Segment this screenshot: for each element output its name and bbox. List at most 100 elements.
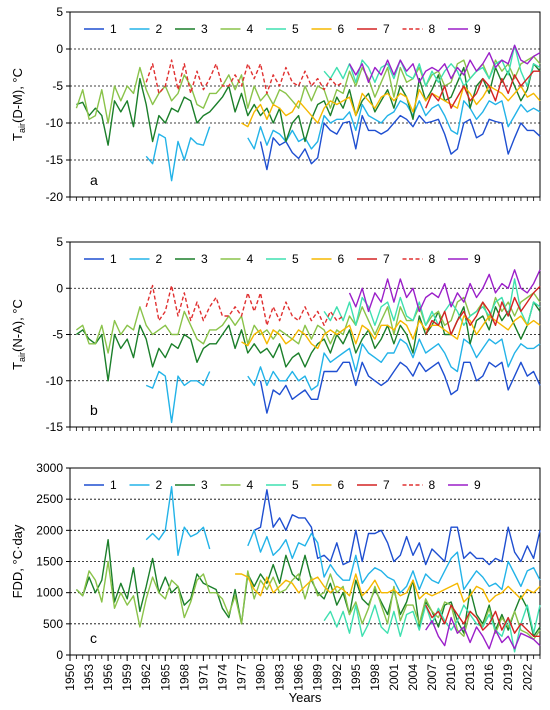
x-tick-label: 1971 (196, 664, 210, 691)
series-line-8 (145, 59, 344, 95)
y-axis-title-rest: (D-M), °C (10, 68, 25, 123)
legend-label-4: 4 (247, 22, 254, 36)
series-line-8 (145, 284, 344, 326)
panel-letter: b (90, 402, 98, 418)
chart-panel-c: 0 500 1000 1500 2000 2500 3000 FDD, °C·day 1 2 3 4 5… (10, 461, 541, 705)
series-line-7 (425, 70, 540, 109)
y-tick-label: -10 (46, 116, 64, 130)
series-line-2 (145, 338, 541, 424)
chart-panel-a: -20 -15 -10 -5 0 5 Tair(D-M), °C 1 2 3 4 5 6 7 8 9 a (10, 5, 541, 204)
legend-label-8: 8 (429, 478, 436, 492)
legend-label-8: 8 (429, 22, 436, 36)
x-tick-label: 2019 (501, 664, 515, 691)
series-line-5 (323, 44, 541, 87)
y-tick-label: 5 (56, 235, 63, 249)
y-axis-title-rest: (N-A), °C (10, 299, 25, 352)
series-line-4 (75, 55, 541, 124)
y-tick-label: 0 (56, 648, 63, 662)
y-tick-label: 2500 (36, 492, 63, 506)
legend-label-4: 4 (247, 252, 254, 266)
legend-label-2: 2 (156, 22, 163, 36)
y-tick-label: 1000 (36, 586, 63, 600)
legend-label-1: 1 (110, 22, 117, 36)
y-axis-title: FDD, °C·day (10, 524, 25, 598)
legend-label-6: 6 (338, 478, 345, 492)
y-tick-label: 2000 (36, 523, 63, 537)
x-tick-label: 2004 (406, 664, 420, 691)
legend-label-9: 9 (474, 478, 481, 492)
y-tick-label: 5 (56, 5, 63, 19)
legend: 1 2 3 4 5 6 7 8 9 (84, 478, 481, 492)
series-line-1 (253, 489, 541, 566)
legend-label-2: 2 (156, 252, 163, 266)
legend-label-5: 5 (292, 252, 299, 266)
x-tick-label: 1950 (63, 664, 77, 691)
series-line-1 (259, 361, 541, 414)
legend-label-9: 9 (474, 22, 481, 36)
x-tick-label: 1962 (139, 664, 153, 691)
x-tick-label: 2013 (463, 664, 477, 691)
series-line-3 (75, 539, 541, 637)
legend-label-1: 1 (110, 252, 117, 266)
y-tick-label: 0 (56, 281, 63, 295)
legend-label-7: 7 (383, 22, 390, 36)
y-axis-title-main: FDD, °C·day (10, 524, 25, 598)
panel-letter: c (90, 630, 97, 646)
legend: 1 2 3 4 5 6 7 8 9 (84, 252, 481, 266)
legend-label-1: 1 (110, 478, 117, 492)
y-tick-label: 0 (56, 42, 63, 56)
x-tick-label: 1992 (330, 664, 344, 691)
legend-label-5: 5 (292, 22, 299, 36)
legend-label-8: 8 (429, 252, 436, 266)
legend-label-6: 6 (338, 22, 345, 36)
series-line-2 (145, 100, 541, 182)
x-tick-label: 1977 (234, 664, 248, 691)
y-tick-label: -10 (46, 374, 64, 388)
y-axis-title: Tair(N-A), °C (10, 299, 27, 370)
series-line-6 (241, 85, 541, 128)
legend-label-4: 4 (247, 478, 254, 492)
x-tick-label: 1986 (292, 664, 306, 691)
series-line-7 (425, 604, 540, 637)
legend-label-7: 7 (383, 478, 390, 492)
series-line-4 (75, 292, 541, 354)
legend-label-3: 3 (201, 22, 208, 36)
series-line-7 (425, 285, 541, 336)
x-tick-label: 1959 (120, 664, 134, 691)
y-axis-title-main: T (10, 133, 25, 141)
y-tick-label: 1500 (36, 555, 63, 569)
y-axis-title: Tair(D-M), °C (10, 68, 27, 141)
y-tick-label: 3000 (36, 461, 63, 475)
legend-label-2: 2 (156, 478, 163, 492)
y-tick-label: 500 (43, 617, 63, 631)
x-tick-label: 1980 (254, 664, 268, 691)
x-tick-label: 1968 (177, 664, 191, 691)
series-line-3 (75, 301, 541, 382)
x-tick-label: 2016 (482, 664, 496, 691)
series-line-3 (76, 63, 541, 146)
x-axis-title: Years (289, 690, 322, 705)
legend-label-5: 5 (292, 478, 299, 492)
series-line-9 (425, 616, 541, 650)
legend-label-9: 9 (474, 252, 481, 266)
x-tick-label: 1995 (349, 664, 363, 691)
y-tick-label: -15 (46, 153, 64, 167)
legend: 1 2 3 4 5 6 7 8 9 (84, 22, 481, 36)
y-axis-title-sub: air (17, 123, 27, 133)
y-tick-label: -15 (46, 420, 64, 434)
chart-panel-b: -15 -10 -5 0 5 Tair(N-A), °C 1 2 3 4 5 6 7 8 9 b (10, 235, 541, 434)
x-tick-label: 1983 (273, 664, 287, 691)
x-tick-label: 2007 (425, 664, 439, 691)
panel-letter: a (90, 172, 98, 188)
series-line-1 (259, 114, 541, 171)
series-line-4 (75, 560, 541, 641)
x-tick-label: 1974 (215, 664, 229, 691)
y-axis-title-sub: air (17, 352, 27, 362)
legend-label-6: 6 (338, 252, 345, 266)
x-tick-label: 1998 (368, 664, 382, 691)
series-line-5 (323, 604, 541, 653)
x-tick-label: 2001 (387, 664, 401, 691)
x-tick-label: 2010 (444, 664, 458, 691)
x-tick-label: 1965 (158, 664, 172, 691)
